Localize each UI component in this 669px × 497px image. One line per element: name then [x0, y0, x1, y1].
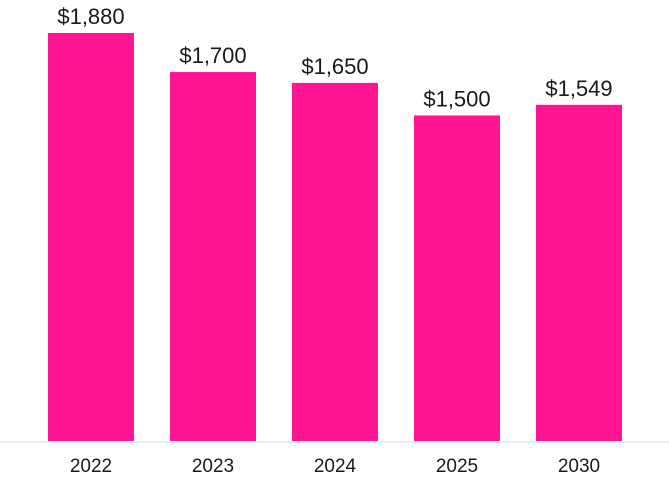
- data-labels-group: $1,880 $1,700 $1,650 $1,500 $1,549: [57, 4, 612, 111]
- x-tick-2024: 2024: [314, 456, 357, 477]
- bar-2024: [292, 82, 378, 442]
- x-tick-2022: 2022: [70, 456, 112, 477]
- x-tick-2030: 2030: [558, 456, 600, 477]
- bar-2022: [48, 33, 134, 441]
- data-label-2022: $1,880: [57, 4, 124, 29]
- x-tick-2023: 2023: [192, 456, 234, 477]
- bars-group: [48, 33, 622, 442]
- data-label-2023: $1,700: [179, 43, 246, 68]
- bar-2023: [170, 72, 256, 441]
- x-axis-tick-labels: 2022 2023 2024 2025 2030: [70, 456, 600, 477]
- bar-2030: [536, 104, 622, 441]
- bar-2025: [414, 115, 500, 442]
- data-label-2025: $1,500: [423, 86, 490, 111]
- data-label-2024: $1,650: [301, 54, 368, 79]
- data-label-2030: $1,549: [545, 76, 612, 101]
- x-tick-2025: 2025: [436, 456, 478, 477]
